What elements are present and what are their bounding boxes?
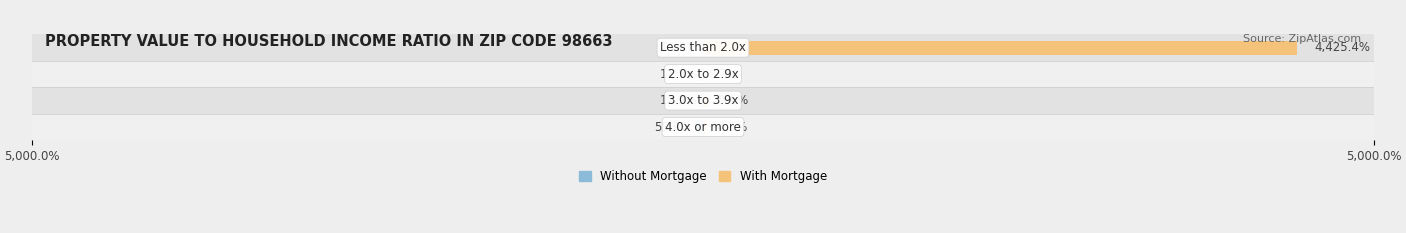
Text: PROPERTY VALUE TO HOUSEHOLD INCOME RATIO IN ZIP CODE 98663: PROPERTY VALUE TO HOUSEHOLD INCOME RATIO… [45,34,613,49]
Legend: Without Mortgage, With Mortgage: Without Mortgage, With Mortgage [574,165,832,188]
Text: 17.5%: 17.5% [659,68,696,81]
Bar [703,41,1296,55]
Bar [702,94,703,107]
Text: Source: ZipAtlas.com: Source: ZipAtlas.com [1243,34,1361,45]
Text: 10.8%: 10.8% [661,41,697,54]
Bar [700,67,703,81]
Text: 4,425.4%: 4,425.4% [1315,41,1369,54]
Text: Less than 2.0x: Less than 2.0x [659,41,747,54]
Text: 24.5%: 24.5% [710,120,748,134]
Bar [32,61,1374,87]
Text: 3.0x to 3.9x: 3.0x to 3.9x [668,94,738,107]
Text: 55.9%: 55.9% [654,120,692,134]
Text: 29.5%: 29.5% [711,94,748,107]
Bar [32,114,1374,140]
Bar [32,87,1374,114]
Text: 4.0x or more: 4.0x or more [665,120,741,134]
Text: 12.9%: 12.9% [659,94,697,107]
Bar [703,120,706,134]
Bar [696,120,703,134]
Bar [702,41,703,55]
Text: 2.0x to 2.9x: 2.0x to 2.9x [668,68,738,81]
Text: 8.7%: 8.7% [709,68,738,81]
Bar [703,94,707,107]
Bar [32,34,1374,61]
